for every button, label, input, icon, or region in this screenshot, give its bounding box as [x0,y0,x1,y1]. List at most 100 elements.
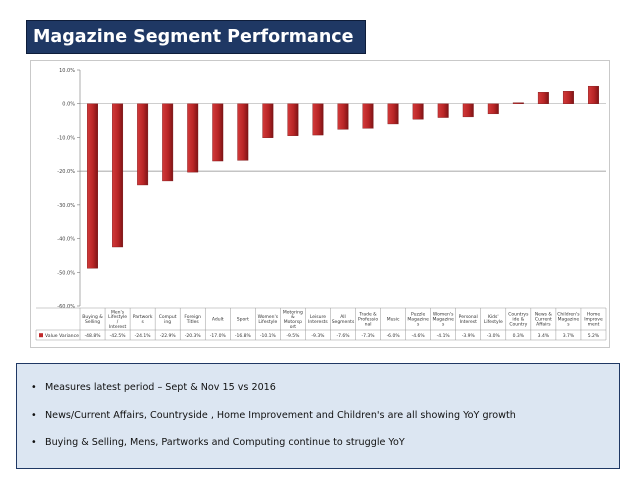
category-label: All Segments [332,314,355,325]
bar [487,103,499,115]
category-label-line: Home [587,312,601,318]
category-label: Women's Lifestyle [258,314,279,325]
category-label-line: s [417,323,420,328]
category-label-line: Lifestyle [108,314,127,320]
category-label-line: Interests [308,319,328,325]
category-label-line: Leisure [310,314,326,320]
category-label-line: Adult [212,317,224,323]
value-label: -9.5% [286,333,300,339]
y-tick-label: -20.0% [57,169,75,175]
category-label-line: & [291,314,295,320]
value-label: -20.3% [185,333,202,339]
bar [387,103,399,125]
bullet-glyph: • [31,382,37,393]
category-label: Leisure Interests [308,314,328,325]
value-label: -24.1% [135,333,152,339]
note-text: Measures latest period – Sept & Nov 15 v… [45,382,276,393]
category-label-line: Personal [459,314,478,320]
value-label: -16.8% [235,333,252,339]
value-label: 3.4% [538,333,550,339]
category-label-line: Improve [584,317,603,323]
value-label: -7.6% [336,333,350,339]
category-label-line: Selling [85,319,100,325]
bar [262,103,274,138]
bar [588,85,599,104]
value-label: 3.7% [563,333,575,339]
category-label-line: Lifestyle [484,319,503,325]
category-label-line: ort [290,324,297,330]
bar [287,103,299,136]
category-label-line: Current [535,317,552,323]
slide-title: Magazine Segment Performance [33,27,354,47]
category-label: Adult [212,317,224,323]
category-label-line: / [117,319,119,325]
notes-box: • Measures latest period – Sept & Nov 15 … [16,363,620,469]
category-label-line: Motorsp [284,319,302,325]
category-label-line: Comput [159,314,177,320]
bar [162,103,174,182]
value-label: -17.0% [210,333,227,339]
category-label: Kids' Lifestyle [484,314,503,325]
value-label: -3.0% [487,333,501,339]
bar [187,103,199,173]
category-label: Home Improve ment [584,312,603,328]
category-label-line: Professio [358,317,378,323]
y-tick-label: -40.0% [57,237,75,243]
value-label: -4.6% [412,333,426,339]
category-label-line: All [340,314,346,320]
value-label: -3.9% [462,333,476,339]
legend-label: Value Variance [45,333,79,339]
value-label: 0.3% [513,333,525,339]
category-label: Music [387,317,400,323]
category-label: News & Current Affairs [535,312,553,328]
bar [212,103,224,162]
category-label-line: Magazine [558,317,580,323]
bullet-glyph: • [31,437,37,448]
category-label: Children's Magazine s [557,312,580,328]
category-label-line: Sport [237,317,249,323]
category-label-line: ing [164,319,171,325]
value-label: 5.2% [588,333,600,339]
category-label-line: Puzzle [411,312,425,318]
value-label: -4.1% [437,333,451,339]
category-label-line: Children's [557,312,580,318]
category-label-line: News & [535,312,553,318]
category-label: Partwork s [133,314,153,325]
category-label-line: Titles [186,319,200,325]
category-label-line: ment [588,322,600,328]
value-label: -9.3% [311,333,325,339]
category-label: Women's Magazine s [432,312,454,328]
category-label-line: s [141,320,144,325]
category-label-line: s [442,323,445,328]
bullet-glyph: • [31,410,37,421]
category-label-line: Men's [111,309,125,315]
bar-chart: 10.0% 0.0% -10.0% -20.0% -30.0% -40.0% -50.0% -… [35,68,607,341]
bar [312,103,324,136]
value-label: -48.8% [85,333,102,339]
category-label-line: Partwork [133,314,153,320]
note-item: • News/Current Affairs, Countryside , Hom… [31,410,516,421]
bar [412,103,424,120]
category-label: Trade & Professio nal [358,312,378,328]
category-label-line: Countrys [508,312,529,318]
category-label: Sport [237,317,249,323]
category-label-line: Kids' [488,314,499,320]
category-label-line: Buying & [82,314,103,320]
bar [337,103,349,130]
category-label-line: Magazine [432,317,454,323]
category-label-line: Segments [332,319,355,325]
category-label-line: Women's [258,314,279,320]
category-label-line: Motoring [283,309,303,315]
category-label-line: Magazine [407,317,429,323]
category-label: Buying & Selling [82,314,103,325]
bar [137,103,149,186]
category-label-line: Foreign [184,314,201,320]
category-label-line: nal [365,322,372,328]
category-label-line: ide & [512,317,524,323]
bar [512,102,524,104]
value-label: -10.1% [260,333,277,339]
bar [562,91,574,104]
category-label-line: Music [387,317,400,323]
value-label: -22.9% [160,333,177,339]
y-tick-label: -60.0% [57,304,75,310]
